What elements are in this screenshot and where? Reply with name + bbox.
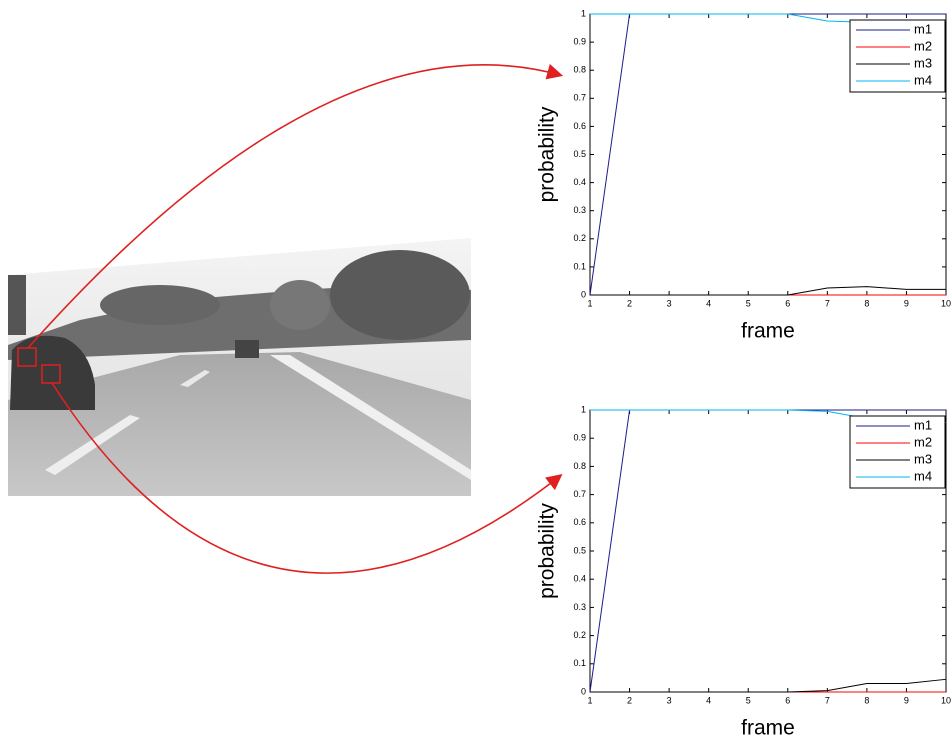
- line-chart: 0 0.1 0.2 0.3 0.4 0.5 0.6 0.7 0.8 0.9 1 1 2 3 4 5 6 7 8 9 10…: [536, 8, 951, 342]
- x-tick-label: 2: [627, 298, 632, 308]
- y-tick-label: 0: [581, 686, 586, 696]
- y-tick-label: 0: [581, 289, 586, 299]
- x-tick-label: 9: [904, 298, 909, 308]
- legend-label: m1: [914, 21, 932, 36]
- legend-label: m4: [914, 468, 932, 483]
- x-tick-label: 3: [667, 298, 672, 308]
- y-tick-label: 0.8: [573, 461, 586, 471]
- legend-label: m1: [914, 417, 932, 432]
- y-tick-label: 0.8: [573, 65, 586, 75]
- x-tick-label: 10: [941, 298, 951, 308]
- legend-label: m3: [914, 451, 932, 466]
- x-tick-label: 4: [706, 695, 711, 705]
- legend-label: m2: [914, 38, 932, 53]
- legend-label: m2: [914, 434, 932, 449]
- y-axis-label: probability: [536, 503, 559, 599]
- y-tick-label: 0.4: [573, 177, 586, 187]
- x-tick-label: 7: [825, 298, 830, 308]
- x-tick-label: 1: [587, 695, 592, 705]
- legend: m1 m2 m3 m4: [850, 20, 945, 92]
- y-tick-label: 0.3: [573, 602, 586, 612]
- y-tick-label: 0.1: [573, 261, 586, 271]
- y-tick-label: 0.6: [573, 517, 586, 527]
- legend-label: m3: [914, 55, 932, 70]
- y-tick-label: 0.2: [573, 630, 586, 640]
- line-chart: 0 0.1 0.2 0.3 0.4 0.5 0.6 0.7 0.8 0.9 1 1 2 3 4 5 6 7 8 9 10…: [536, 404, 951, 738]
- x-tick-label: 2: [627, 695, 632, 705]
- y-tick-label: 0.1: [573, 658, 586, 668]
- x-axis-label: frame: [741, 717, 795, 738]
- x-tick-label: 6: [785, 695, 790, 705]
- x-tick-label: 5: [746, 298, 751, 308]
- x-tick-label: 1: [587, 298, 592, 308]
- x-tick-label: 9: [904, 695, 909, 705]
- y-tick-label: 0.4: [573, 574, 586, 584]
- legend-label: m4: [914, 72, 932, 87]
- legend: m1 m2 m3 m4: [850, 416, 945, 488]
- y-tick-label: 0.6: [573, 121, 586, 131]
- y-tick-label: 1: [581, 404, 586, 414]
- x-tick-label: 8: [864, 695, 869, 705]
- y-tick-label: 0.9: [573, 36, 586, 46]
- x-tick-label: 4: [706, 298, 711, 308]
- x-tick-label: 7: [825, 695, 830, 705]
- x-axis-label: frame: [741, 320, 795, 343]
- figure: 00.10.20.30.40.50.60.70.80.9112345678910…: [0, 0, 951, 738]
- y-axis-label: probability: [536, 106, 559, 202]
- y-tick-label: 0.7: [573, 489, 586, 499]
- road-photo: [8, 238, 471, 496]
- y-tick-label: 0.9: [573, 433, 586, 443]
- y-tick-label: 1: [581, 8, 586, 18]
- y-tick-label: 0.2: [573, 233, 586, 243]
- y-tick-label: 0.7: [573, 93, 586, 103]
- y-tick-label: 0.5: [573, 149, 586, 159]
- x-tick-label: 8: [864, 298, 869, 308]
- x-tick-label: 3: [667, 695, 672, 705]
- x-tick-label: 6: [785, 298, 790, 308]
- y-tick-label: 0.5: [573, 545, 586, 555]
- y-tick-label: 0.3: [573, 205, 586, 215]
- x-tick-label: 10: [941, 695, 951, 705]
- x-tick-label: 5: [746, 695, 751, 705]
